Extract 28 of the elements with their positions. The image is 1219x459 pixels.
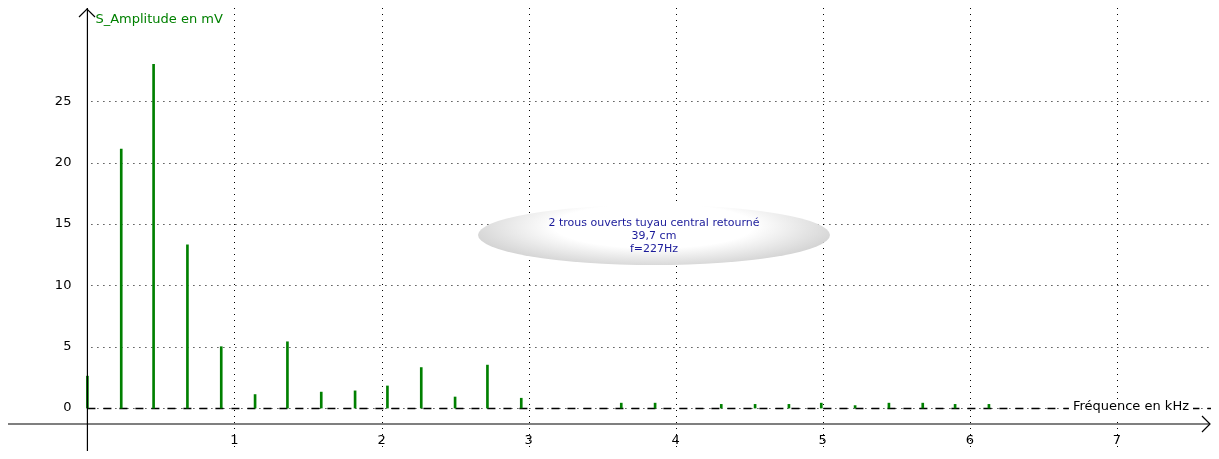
x-tick-label: 3 [524,432,533,448]
x-tick-label: 4 [671,432,680,448]
bar [486,364,489,409]
x-axis-title: Fréquence en kHz [1072,398,1190,414]
bar [319,391,323,409]
y-tick-label: 0 [63,399,72,415]
y-tick-label: 25 [54,92,72,108]
bar [519,397,523,409]
y-tick-label: 5 [63,338,72,354]
y-tick-label: 10 [54,276,72,292]
bar [186,244,189,409]
y-tick-label: 15 [54,215,72,231]
bar [219,346,223,409]
ellipse-callout: 2 trous ouverts tuyau central retourné 39,7 cm f=227Hz [478,205,830,265]
bar [719,404,723,409]
bar [819,402,823,409]
x-tick-label: 5 [818,432,827,448]
y-axis-title: S_Amplitude en mV [95,11,223,27]
x-tick-label: 2 [377,432,386,448]
bar [619,402,623,409]
bar [152,64,155,409]
bar [419,367,423,409]
y-tick-label: 20 [54,154,72,169]
bar [119,148,123,409]
bar [286,341,289,409]
x-tick-label: 6 [965,432,974,448]
bar [921,402,925,409]
bar [386,385,389,409]
